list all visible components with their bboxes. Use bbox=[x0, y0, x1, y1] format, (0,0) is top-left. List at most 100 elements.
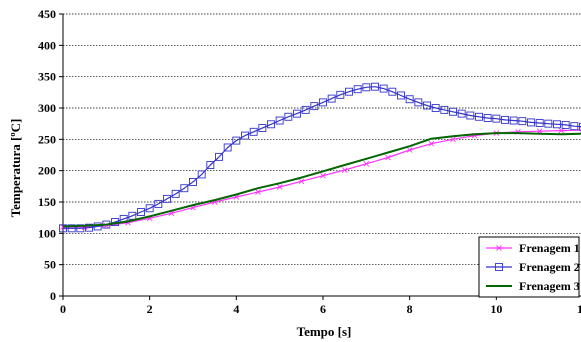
series-frenagem-3 bbox=[62, 132, 581, 228]
data-point bbox=[385, 154, 391, 161]
data-point bbox=[258, 124, 267, 133]
x-tick-label: 2 bbox=[147, 302, 153, 316]
data-point bbox=[93, 222, 102, 231]
data-point bbox=[128, 211, 137, 220]
data-point bbox=[362, 83, 371, 92]
data-point bbox=[535, 119, 544, 127]
legend-label: Frenagem 3 bbox=[519, 279, 580, 293]
data-point bbox=[145, 204, 154, 213]
data-point bbox=[406, 147, 413, 153]
data-point bbox=[345, 87, 353, 96]
data-point bbox=[579, 122, 581, 131]
data-point bbox=[276, 184, 283, 190]
data-point bbox=[570, 122, 579, 131]
series-line bbox=[63, 86, 581, 229]
data-point bbox=[76, 224, 85, 233]
data-point bbox=[363, 160, 370, 167]
data-point bbox=[232, 136, 241, 145]
data-point bbox=[450, 136, 456, 143]
y-tick-label: 150 bbox=[38, 195, 56, 209]
data-point bbox=[518, 117, 527, 126]
data-point bbox=[267, 120, 275, 129]
data-point bbox=[301, 105, 310, 114]
data-point bbox=[171, 189, 180, 198]
data-point bbox=[154, 199, 163, 208]
data-point bbox=[320, 172, 326, 179]
data-point bbox=[197, 170, 206, 179]
data-point bbox=[163, 194, 171, 203]
data-point bbox=[544, 119, 553, 128]
x-tick-label: 4 bbox=[233, 302, 239, 316]
legend: Frenagem 1 Frenagem 2 Frenagem 3 bbox=[478, 236, 580, 298]
series-group bbox=[59, 82, 581, 233]
data-point bbox=[423, 101, 431, 110]
data-point bbox=[466, 111, 475, 120]
data-point bbox=[293, 109, 301, 118]
marker-stroke bbox=[363, 160, 370, 167]
y-tick-label: 100 bbox=[38, 226, 56, 240]
data-point bbox=[483, 114, 492, 122]
data-point bbox=[327, 94, 336, 103]
legend-item-frenagem-3: Frenagem 3 bbox=[486, 279, 580, 293]
series-frenagem-2 bbox=[59, 82, 581, 233]
legend-swatch-marker bbox=[495, 263, 503, 271]
x-axis-title: Tempo [s] bbox=[297, 324, 352, 339]
data-point bbox=[255, 189, 261, 195]
data-point bbox=[428, 140, 435, 147]
legend-item-frenagem-1: Frenagem 1 bbox=[486, 241, 580, 255]
data-point bbox=[492, 114, 501, 123]
data-point bbox=[336, 90, 345, 99]
data-point bbox=[223, 143, 232, 152]
data-point bbox=[59, 224, 67, 233]
data-point bbox=[561, 120, 570, 129]
data-point bbox=[558, 127, 565, 134]
x-tick-label: 12 bbox=[577, 302, 581, 316]
data-point bbox=[475, 112, 483, 121]
data-point bbox=[284, 112, 293, 121]
data-point bbox=[67, 224, 76, 233]
data-point bbox=[215, 152, 223, 161]
data-point bbox=[249, 127, 258, 136]
data-point bbox=[431, 104, 440, 112]
y-tick-label: 350 bbox=[38, 70, 56, 84]
marker-stroke bbox=[276, 184, 283, 190]
legend-marker bbox=[496, 245, 502, 251]
data-point bbox=[341, 167, 348, 173]
y-tick-label: 200 bbox=[38, 164, 56, 178]
legend-label: Frenagem 2 bbox=[519, 260, 580, 274]
data-point bbox=[527, 118, 535, 127]
marker-stroke bbox=[428, 140, 435, 147]
data-point bbox=[275, 116, 284, 125]
series-line bbox=[62, 132, 581, 228]
y-tick-label: 300 bbox=[38, 101, 56, 115]
marker-stroke bbox=[168, 210, 175, 217]
x-tick-label: 8 bbox=[407, 302, 413, 316]
marker-stroke bbox=[190, 204, 196, 211]
marker-stroke bbox=[298, 178, 305, 185]
data-point bbox=[85, 223, 93, 232]
data-point bbox=[298, 178, 305, 185]
y-tick-label: 450 bbox=[38, 7, 56, 21]
legend-marker bbox=[495, 263, 503, 271]
data-point bbox=[189, 177, 197, 186]
data-point bbox=[310, 102, 319, 111]
data-point bbox=[449, 107, 457, 116]
data-point bbox=[457, 109, 466, 118]
data-point bbox=[397, 91, 405, 100]
legend-swatch-marker bbox=[496, 245, 502, 251]
y-tick-label: 250 bbox=[38, 132, 56, 146]
data-point bbox=[405, 95, 414, 104]
x-tick-label: 10 bbox=[490, 302, 502, 316]
data-point bbox=[353, 85, 362, 94]
data-point bbox=[501, 115, 509, 124]
x-tick-label: 0 bbox=[60, 302, 66, 316]
marker-stroke bbox=[558, 127, 565, 134]
marker-stroke bbox=[496, 245, 502, 251]
data-point bbox=[206, 161, 215, 169]
y-tick-label: 400 bbox=[38, 38, 56, 52]
y-tick-label: 50 bbox=[44, 258, 56, 272]
data-point bbox=[371, 82, 379, 91]
marker-stroke bbox=[406, 147, 413, 153]
x-tick-label: 6 bbox=[320, 302, 326, 316]
